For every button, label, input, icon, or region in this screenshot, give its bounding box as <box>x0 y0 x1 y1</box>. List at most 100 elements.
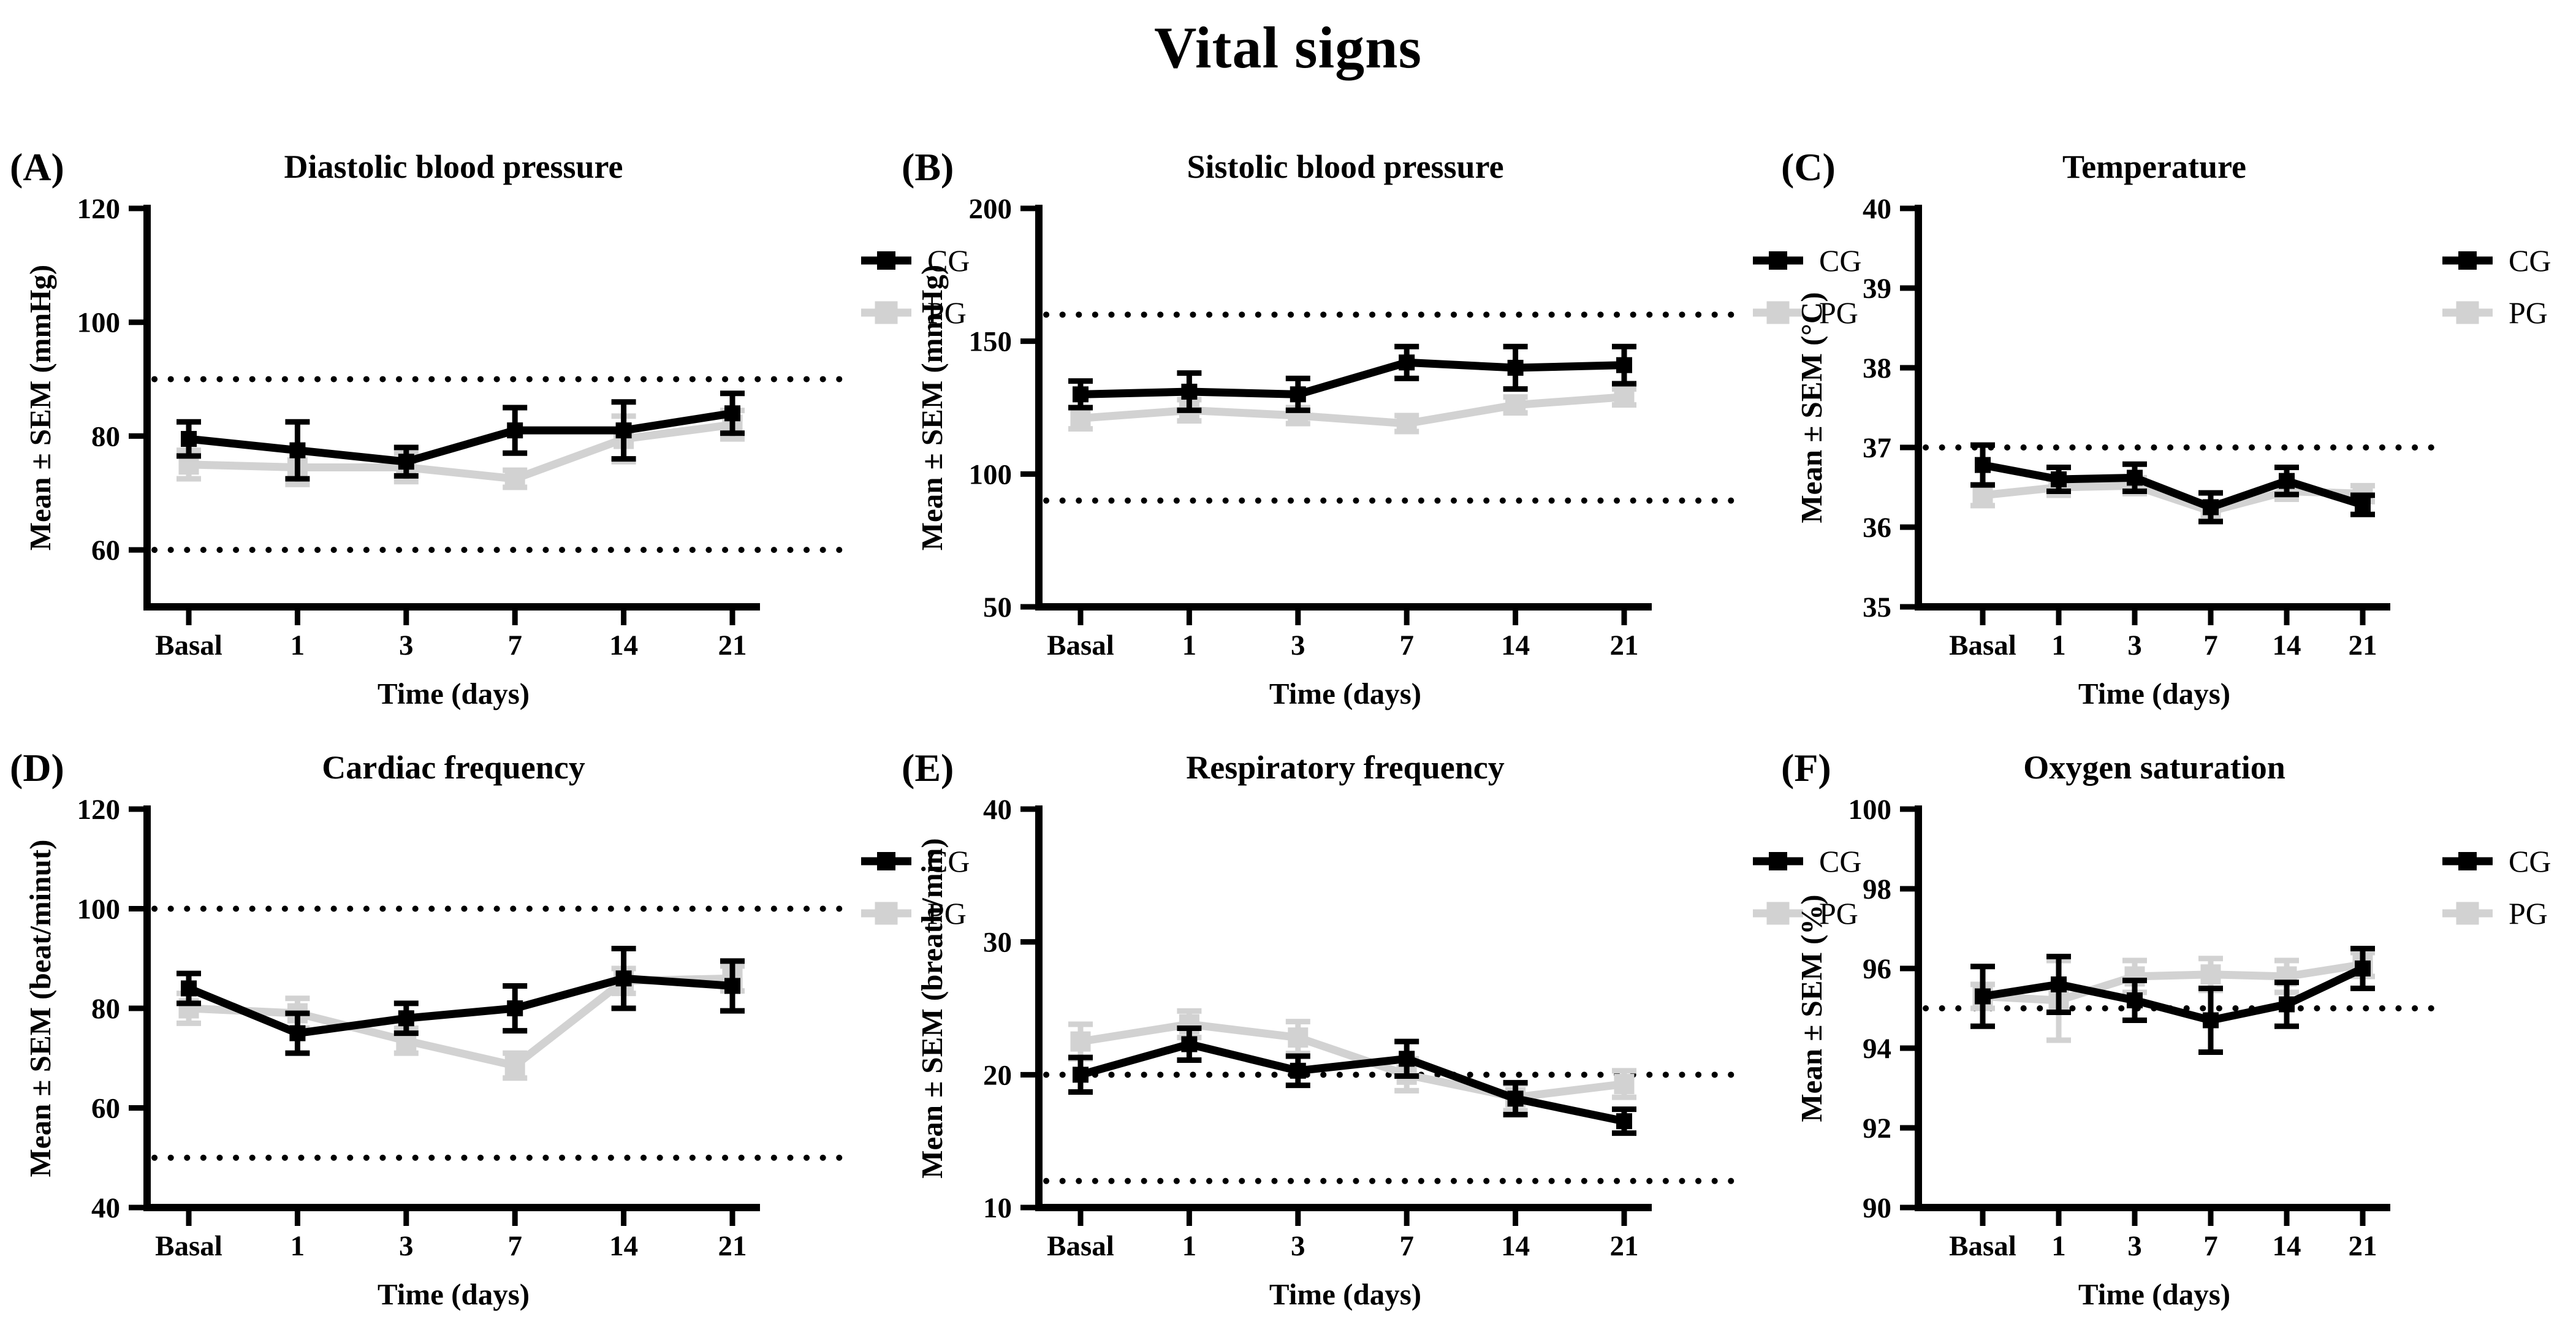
panel-chart-svg: (B) Sistolic blood pressure 50 100 150 200 Mea… <box>902 145 1861 710</box>
legend-label: CG <box>927 243 970 278</box>
y-tick-label: 10 <box>983 1192 1012 1224</box>
panel-title: Respiratory frequency <box>1186 749 1504 786</box>
y-tick-label: 60 <box>91 1093 120 1125</box>
x-tick-label: 21 <box>718 630 747 661</box>
data-point-square <box>1288 1027 1309 1048</box>
panel-b-sistolic-blood-pressure: (B) Sistolic blood pressure 50 100 150 200 Mea… <box>892 123 1872 723</box>
legend-item-pg: PG <box>1753 896 1858 930</box>
series-line <box>1982 481 2363 516</box>
x-tick-label: Basal <box>1949 630 2016 661</box>
legend-square-marker <box>875 301 898 324</box>
legend-item-cg: CG <box>861 243 970 278</box>
data-point-square <box>1290 386 1306 403</box>
y-tick-label: 80 <box>91 993 120 1025</box>
data-point-square <box>504 1055 525 1076</box>
x-tick-label: 7 <box>2203 630 2218 661</box>
panel-d-cardiac-frequency: (D) Cardiac frequency 40 60 80 100 120 Mean ± S… <box>0 723 981 1324</box>
data-point-square <box>507 1000 523 1016</box>
legend-item-cg: CG <box>2442 844 2551 878</box>
data-point-square <box>724 405 740 422</box>
data-point-square <box>1181 384 1198 400</box>
x-tick-label: Basal <box>1047 1230 1114 1262</box>
panel-letter: (D) <box>10 746 64 789</box>
data-point-square <box>2200 964 2221 985</box>
x-axis-label: Time (days) <box>1269 677 1421 710</box>
legend-item-cg: CG <box>2442 243 2551 278</box>
series-pg <box>1970 949 2375 1043</box>
data-point-square <box>2355 496 2371 513</box>
y-tick-label: 92 <box>1863 1113 1891 1144</box>
data-point-square <box>615 422 632 439</box>
y-tick-label: 94 <box>1863 1033 1891 1065</box>
panel-chart-svg: (E) Respiratory frequency 10 20 30 40 Mean ± S… <box>902 746 1861 1311</box>
y-tick-label: 30 <box>983 927 1012 959</box>
panel-title: Cardiac frequency <box>322 749 585 786</box>
data-point-square <box>724 978 740 994</box>
panel-letter: (E) <box>902 746 954 789</box>
panel-f-oxygen-saturation: (F) Oxygen saturation 90 92 94 96 98 100 Mean ± … <box>1771 723 2576 1324</box>
x-tick-label: 21 <box>1610 630 1639 661</box>
y-tick-label: 60 <box>91 535 120 566</box>
data-point-square <box>398 1010 414 1027</box>
y-tick-label: 39 <box>1863 273 1891 305</box>
panel-letter: (F) <box>1781 746 1831 789</box>
x-tick-label: 7 <box>1399 1230 1414 1262</box>
y-tick-label: 37 <box>1863 432 1891 464</box>
series-cg <box>1970 442 2375 525</box>
x-tick-label: 21 <box>1610 1230 1639 1262</box>
data-point-square <box>2355 961 2371 976</box>
x-tick-label: Basal <box>1047 630 1114 661</box>
y-tick-label: 100 <box>77 894 121 926</box>
panel-title: Sistolic blood pressure <box>1187 148 1503 185</box>
x-tick-label: 1 <box>2051 1230 2066 1262</box>
x-axis-label: Time (days) <box>378 677 530 710</box>
legend-label: PG <box>2509 896 2548 930</box>
legend-square-marker <box>1766 301 1790 324</box>
x-tick-label: 1 <box>1182 1230 1197 1262</box>
data-point-square <box>1070 1031 1091 1052</box>
x-tick-label: 14 <box>609 630 638 661</box>
data-point-square <box>1399 354 1415 371</box>
legend-square-marker <box>1766 902 1790 925</box>
legend-square-marker <box>1769 251 1787 270</box>
data-point-square <box>1614 1074 1635 1094</box>
data-point-square <box>507 422 523 439</box>
data-point-square <box>398 454 414 470</box>
y-tick-label: 120 <box>77 193 121 225</box>
x-tick-label: 7 <box>507 630 522 661</box>
legend-item-pg: PG <box>861 896 967 930</box>
y-axis-label: Mean ± SEM (mmHg) <box>915 265 949 550</box>
x-tick-label: 21 <box>2349 630 2377 661</box>
data-point-square <box>1616 1113 1632 1130</box>
figure-title: Vital signs <box>1154 15 1422 80</box>
legend-square-marker <box>2456 902 2479 925</box>
series-cg <box>177 946 745 1056</box>
legend-label: CG <box>1819 844 1861 878</box>
data-point-square <box>615 970 632 987</box>
data-point-square <box>2203 1012 2219 1029</box>
y-tick-label: 40 <box>983 794 1012 826</box>
panel-letter: (A) <box>10 145 64 189</box>
legend-label: CG <box>1819 243 1861 278</box>
series-pg <box>1970 474 2375 524</box>
panel-title: Diastolic blood pressure <box>284 148 623 185</box>
y-tick-label: 100 <box>77 307 121 339</box>
legend-label: PG <box>2509 295 2548 330</box>
y-tick-label: 35 <box>1863 592 1891 623</box>
panel-title: Temperature <box>2062 148 2246 185</box>
x-tick-label: 14 <box>2273 1230 2301 1262</box>
panel-letter: (C) <box>1781 145 1836 189</box>
legend-square-marker <box>875 902 898 925</box>
legend-item-cg: CG <box>861 844 970 878</box>
y-tick-label: 40 <box>1863 193 1891 225</box>
legend-item-cg: CG <box>1753 844 1861 878</box>
data-point-square <box>1070 408 1091 428</box>
data-point-square <box>181 431 197 447</box>
legend-square-marker <box>1769 852 1787 870</box>
series-cg <box>1970 946 2375 1055</box>
data-point-square <box>1399 1051 1415 1067</box>
x-tick-label: Basal <box>155 1230 222 1262</box>
legend-label: CG <box>927 844 970 878</box>
series-line <box>1079 1040 1625 1125</box>
